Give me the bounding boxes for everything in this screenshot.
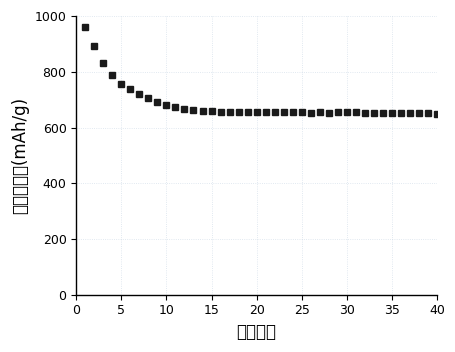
X-axis label: 循环次数: 循环次数: [236, 323, 276, 341]
Y-axis label: 放电比容量(mAh/g): 放电比容量(mAh/g): [11, 97, 29, 214]
